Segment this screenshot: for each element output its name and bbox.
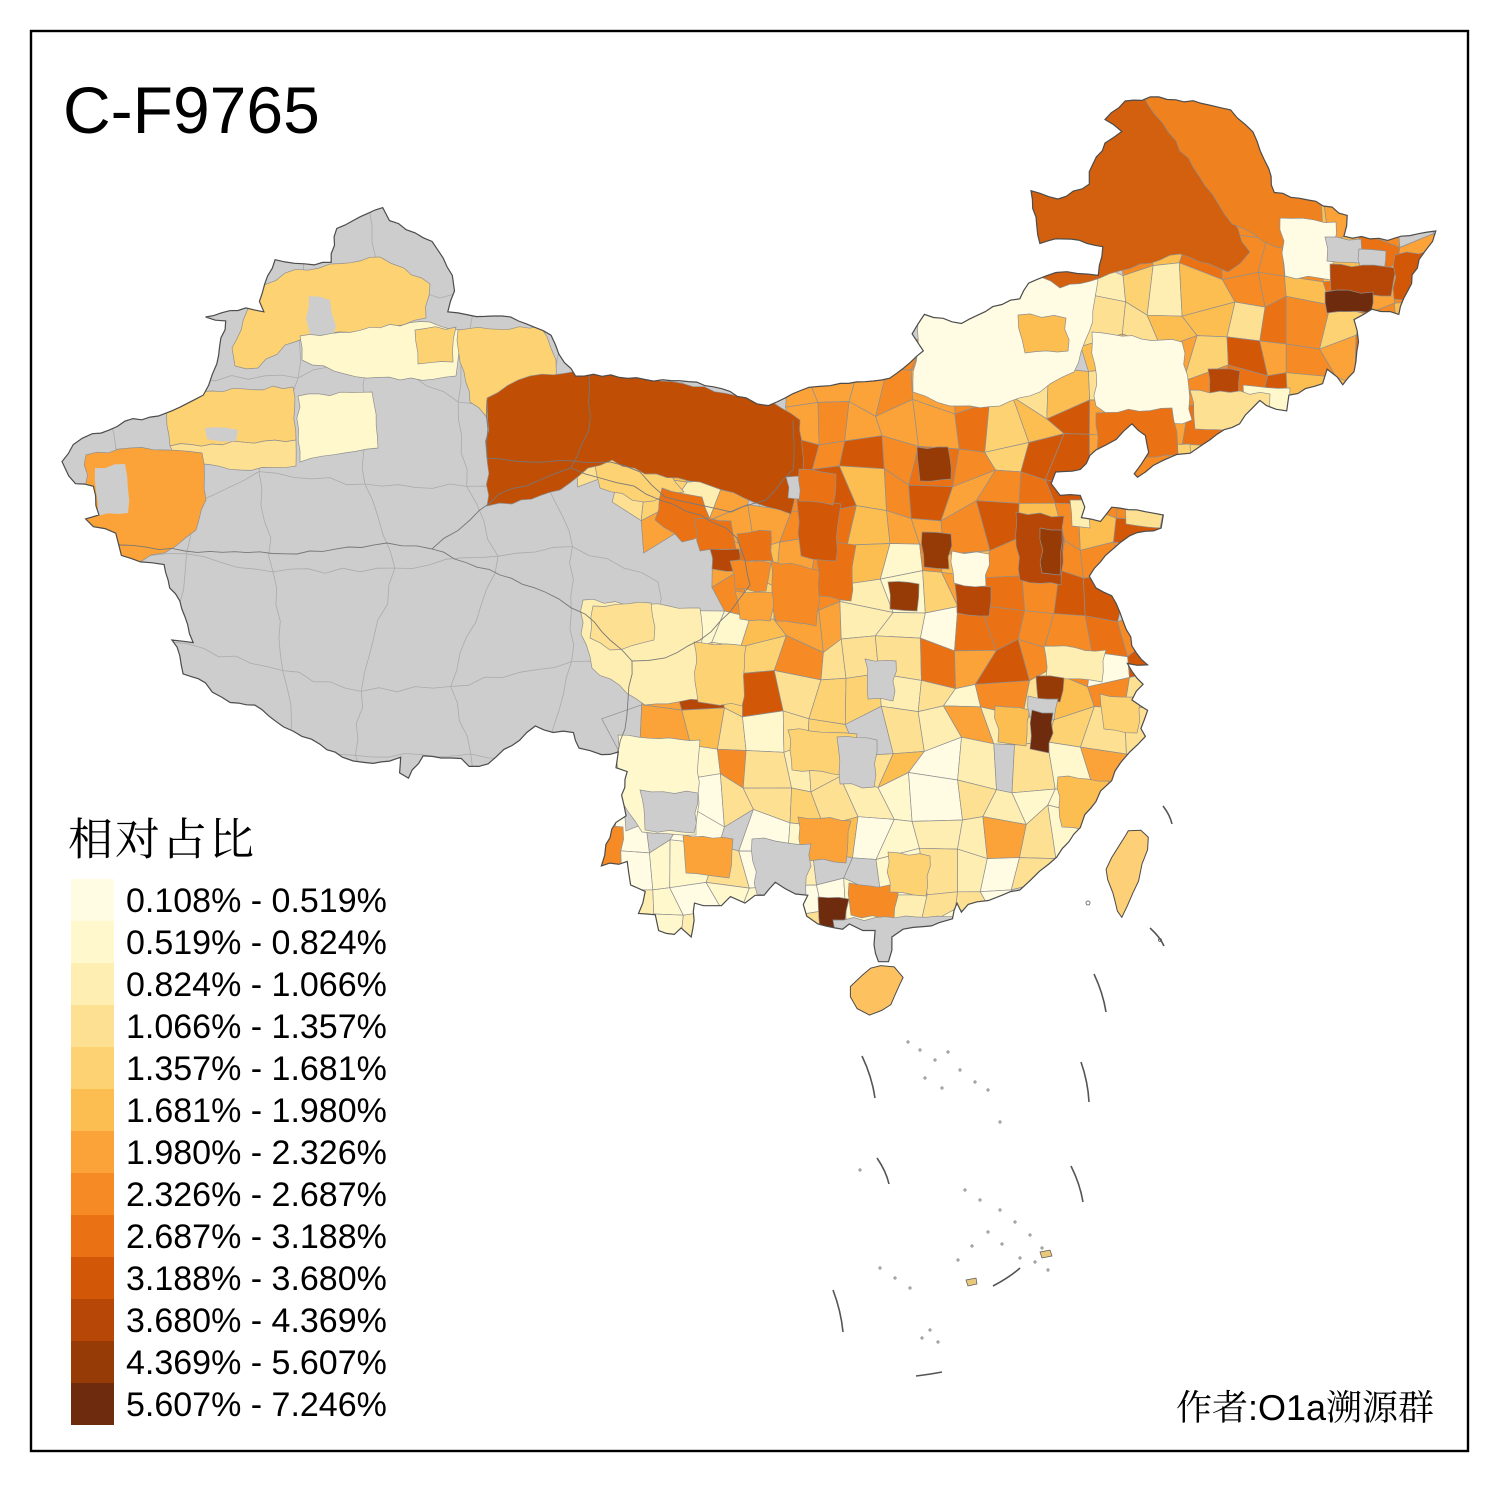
svg-text:1.681% - 1.980%: 1.681% - 1.980% xyxy=(126,1092,387,1130)
svg-text:1.357% - 1.681%: 1.357% - 1.681% xyxy=(126,1050,387,1088)
svg-text:2.326% - 2.687%: 2.326% - 2.687% xyxy=(126,1176,387,1214)
svg-text:1.980% - 2.326%: 1.980% - 2.326% xyxy=(126,1134,387,1172)
svg-text:1.066% - 1.357%: 1.066% - 1.357% xyxy=(126,1008,387,1046)
svg-text:5.607% - 7.246%: 5.607% - 7.246% xyxy=(126,1386,387,1424)
svg-text:2.687% - 3.188%: 2.687% - 3.188% xyxy=(126,1218,387,1256)
svg-text:3.680% - 4.369%: 3.680% - 4.369% xyxy=(126,1302,387,1340)
svg-text:0.108% - 0.519%: 0.108% - 0.519% xyxy=(126,882,387,920)
svg-text:3.188% - 3.680%: 3.188% - 3.680% xyxy=(126,1260,387,1298)
svg-text:0.519% - 0.824%: 0.519% - 0.824% xyxy=(126,924,387,962)
svg-text:C-F9765: C-F9765 xyxy=(63,73,320,147)
svg-text:4.369% - 5.607%: 4.369% - 5.607% xyxy=(126,1344,387,1382)
svg-text:0.824% - 1.066%: 0.824% - 1.066% xyxy=(126,966,387,1004)
